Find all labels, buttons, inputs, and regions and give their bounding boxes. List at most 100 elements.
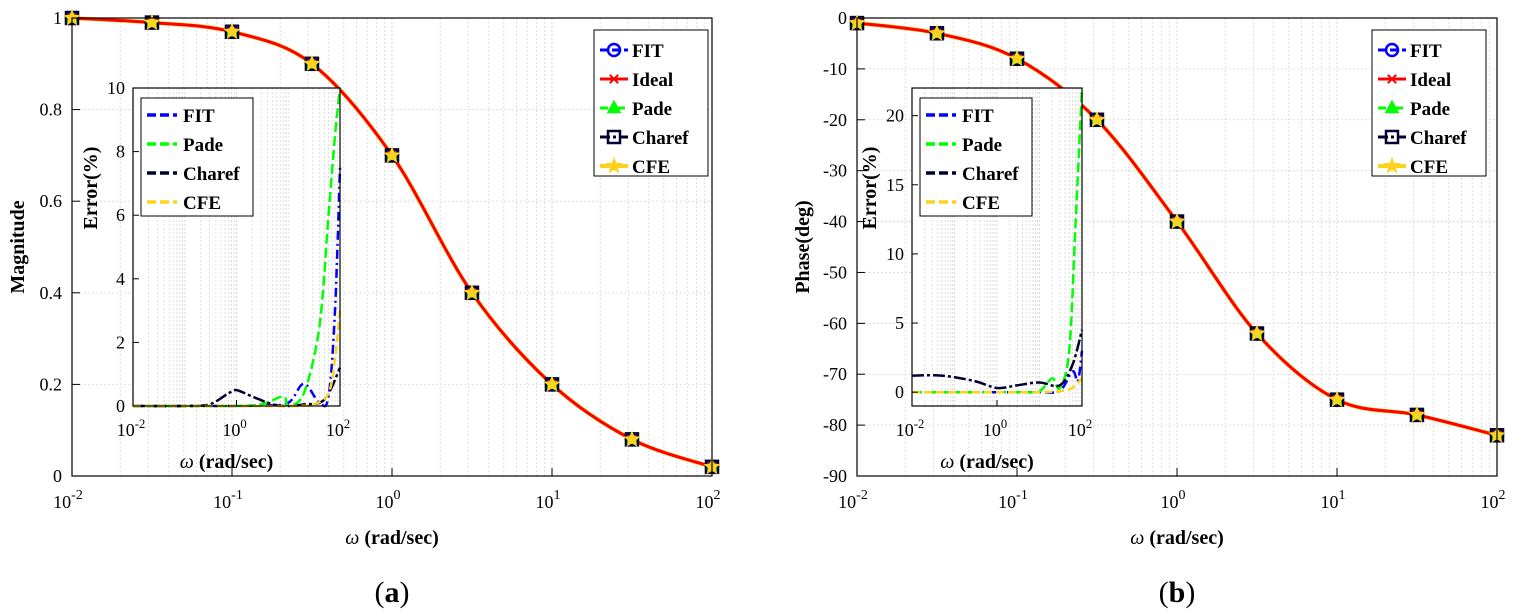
series-cfe-point — [1408, 405, 1426, 423]
inset-y-tick-label: 0 — [895, 382, 904, 402]
inset-y-tick-label: 10 — [107, 78, 125, 98]
inset-x-tick-base: 10 — [117, 420, 135, 440]
series-cfe-point — [223, 22, 241, 40]
y-tick-label: -40 — [823, 212, 847, 232]
x-tick-label: 101 — [536, 488, 561, 512]
x-tick-base: 10 — [536, 492, 554, 512]
y-tick-label: -90 — [823, 466, 847, 486]
inset-x-tick-base: 10 — [326, 420, 344, 440]
x-tick-exp: -2 — [856, 488, 868, 503]
legend-fit-marker — [606, 42, 622, 58]
legend-charef-label: Charef — [632, 128, 689, 149]
inset-x-tick-exp: 2 — [1086, 417, 1092, 431]
inset-x-tick-label: 100 — [983, 417, 1007, 440]
series-cfe-point — [1008, 49, 1026, 67]
legend-cfe-marker — [1383, 156, 1401, 174]
legend: FIT Ideal Pade Charef CFE — [593, 29, 709, 178]
y-axis-label: Phase(deg) — [792, 200, 814, 293]
x-tick-exp: -2 — [71, 488, 83, 503]
x-tick-label: 10-1 — [213, 488, 243, 512]
inset-x-axis-label: ω (rad/sec) — [940, 451, 1034, 473]
x-axis-text: (rad/sec) — [1144, 527, 1223, 549]
x-tick-base: 10 — [376, 492, 394, 512]
legend-charef-label: Charef — [1410, 128, 1467, 149]
inset-legend-pade-label: Pade — [962, 135, 1002, 156]
inset-x-tick: 100 — [983, 417, 1007, 440]
legend-charef-marker — [606, 129, 622, 145]
inset-x-tick: 100 — [222, 417, 246, 440]
series-cfe-point — [928, 24, 946, 41]
inset-series-cfe-line — [912, 377, 1083, 394]
y-tick-label: -70 — [823, 364, 847, 384]
x-axis-text: (rad/sec) — [359, 527, 438, 549]
inset-y-tick-label: 5 — [895, 313, 904, 333]
legend-pade-label: Pade — [632, 99, 672, 120]
inset-legend-pade-label: Pade — [183, 135, 223, 156]
x-tick: 102 — [696, 488, 721, 512]
y-tick-label: 1 — [53, 8, 62, 28]
y-tick-label: 0.2 — [40, 374, 63, 394]
series-cfe-point — [1328, 390, 1346, 408]
inset-y-tick-label: 4 — [116, 269, 125, 289]
inset-x-tick: 10-2 — [117, 417, 146, 440]
x-tick-exp: -1 — [1016, 488, 1028, 503]
inset-x-tick: 102 — [1068, 417, 1092, 440]
y-axis-label: Magnitude — [7, 200, 29, 293]
inset-x-tick-exp: 0 — [240, 417, 246, 431]
inset-y-tick-label: 0 — [116, 396, 125, 416]
x-tick-exp: 0 — [394, 488, 401, 503]
inset-y-axis-label: Error(%) — [859, 147, 881, 230]
inset-x-tick-exp: -2 — [135, 417, 146, 431]
panel-label-close: ) — [400, 576, 410, 609]
x-tick-label: 102 — [1481, 488, 1506, 512]
x-tick: 100 — [1161, 488, 1186, 512]
legend-cfe-label: CFE — [632, 157, 670, 178]
inset-x-tick-label: 10-2 — [896, 417, 925, 440]
x-tick-label: 100 — [1161, 488, 1186, 512]
inset-x-tick-label: 100 — [222, 417, 246, 440]
legend-ideal-marker — [608, 74, 620, 84]
inset-series-pade-line — [912, 87, 1084, 394]
x-axis-label: ω (rad/sec) — [345, 527, 439, 549]
inset-legend-charef-label: Charef — [962, 164, 1019, 185]
y-tick-label: -60 — [823, 313, 847, 333]
chart-b: 10-2 10-1 100 101 1020-10-20-30-40-50-60-70-… — [792, 8, 1506, 609]
x-tick: 102 — [1481, 488, 1506, 512]
y-tick-label: -80 — [823, 415, 847, 435]
series-cfe-point — [1088, 110, 1106, 128]
y-tick-label: 0 — [838, 8, 847, 28]
series-cfe-point — [1248, 324, 1266, 341]
x-tick: 10-1 — [998, 488, 1028, 512]
series-cfe-point — [543, 375, 561, 392]
panel-label-letter: b — [1169, 576, 1186, 609]
y-tick-label: 0.6 — [40, 191, 63, 211]
x-axis-label: ω (rad/sec) — [1130, 527, 1224, 549]
series-cfe-point — [383, 146, 401, 163]
y-tick-label: -30 — [823, 161, 847, 181]
inset-x-axis-text: (rad/sec) — [954, 451, 1033, 473]
legend-charef-marker — [1384, 129, 1400, 145]
series-ideal-line — [71, 16, 713, 469]
inset-y-tick-label: 6 — [116, 205, 125, 225]
x-tick-exp: 1 — [554, 488, 561, 503]
inset-x-tick-base: 10 — [1068, 420, 1086, 440]
x-tick: 101 — [1321, 488, 1346, 512]
inset-x-tick-base: 10 — [222, 420, 240, 440]
legend-pade-label: Pade — [1410, 99, 1450, 120]
panel-label-close: ) — [1185, 576, 1195, 609]
x-tick-exp: 2 — [1499, 488, 1506, 503]
legend-cfe-marker — [605, 156, 623, 174]
x-tick-base: 10 — [1161, 492, 1179, 512]
inset-legend-fit-label: FIT — [183, 106, 215, 127]
inset-x-tick: 10-2 — [896, 417, 925, 440]
y-tick-label: -20 — [823, 110, 847, 130]
inset-legend-box — [140, 97, 254, 217]
inset-y-tick-label: 10 — [886, 244, 904, 264]
x-axis-symbol: ω — [345, 527, 359, 549]
y-tick-label: 0.8 — [40, 100, 63, 120]
x-tick-label: 10-1 — [998, 488, 1028, 512]
inset-y-tick-label: 2 — [116, 332, 125, 352]
y-tick-label: 0.4 — [40, 283, 63, 303]
x-tick-label: 100 — [376, 488, 401, 512]
